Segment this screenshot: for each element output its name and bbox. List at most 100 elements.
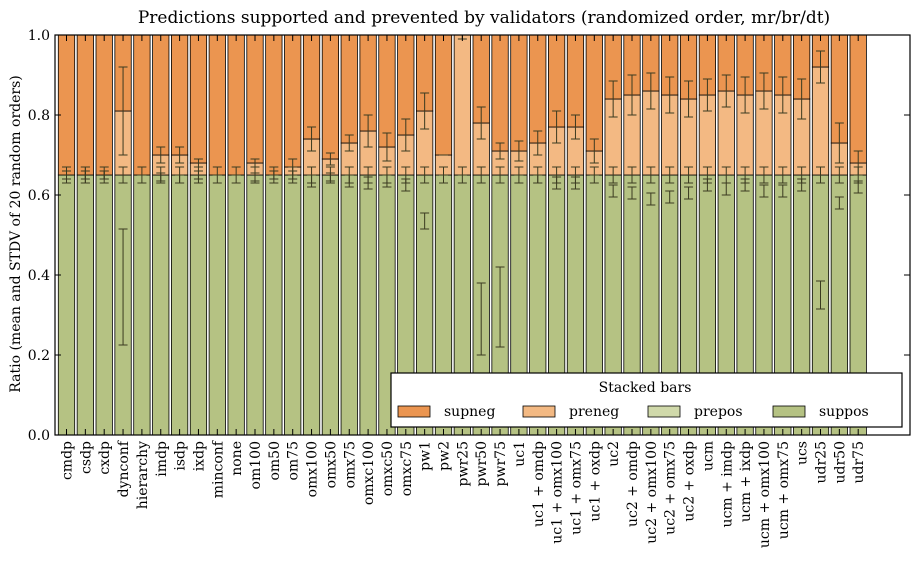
- x-tick-label: dynconf: [116, 439, 132, 497]
- error-bar-prepos: [363, 166, 373, 184]
- error-bar-preneg: [514, 140, 524, 162]
- legend-box: [390, 372, 903, 428]
- error-bar-preneg: [853, 150, 863, 176]
- x-tick-label: uc1 + oxdp: [587, 441, 603, 522]
- error-bars-layer: [62, 34, 863, 356]
- bar-segment-suppos: [284, 174, 302, 436]
- error-bar-prepos: [476, 166, 486, 184]
- x-tick-label: omx75: [342, 441, 358, 488]
- x-tick-label: ucm + omx75: [776, 441, 792, 539]
- legend-label: suppos: [819, 404, 869, 420]
- bar-segment-supneg: [566, 34, 585, 128]
- error-bar-preneg: [420, 92, 430, 130]
- y-tick-label: 0.0: [28, 428, 50, 444]
- x-tick-label: omx50: [323, 441, 339, 488]
- x-tick-label: ucm + imdp: [719, 441, 735, 527]
- error-bar-preneg: [721, 74, 731, 108]
- error-bar-preneg: [363, 114, 373, 148]
- error-bar-preneg: [325, 152, 335, 166]
- x-tick-label: cmdp: [60, 441, 76, 480]
- error-bar-prepos: [740, 166, 750, 184]
- error-bar-preneg: [156, 146, 166, 164]
- error-bar-prepos: [457, 166, 467, 184]
- error-bar-suppos: [627, 186, 637, 200]
- legend-swatch: [647, 405, 681, 418]
- bar-segment-supneg: [434, 34, 453, 156]
- x-tick-label: uc2 + omx75: [663, 441, 679, 535]
- x-tick-label: omx100: [305, 441, 321, 497]
- legend-title: Stacked bars: [599, 380, 692, 396]
- x-tick-label: om50: [267, 441, 283, 481]
- error-bar-prepos: [721, 166, 731, 184]
- x-tick-label: uc1: [512, 441, 528, 467]
- error-bar-suppos: [684, 186, 694, 200]
- error-bar-suppos: [420, 212, 430, 230]
- legend: Stacked bars supneg preneg prepos suppos: [390, 372, 903, 428]
- y-tick-label: 0.4: [28, 268, 50, 284]
- x-tick-label: pw1: [418, 441, 434, 471]
- error-bar-preneg: [307, 126, 317, 152]
- bar-segment-suppos: [302, 174, 321, 436]
- legend-item-supneg: supneg: [397, 404, 495, 420]
- error-bar-suppos: [816, 280, 825, 310]
- x-tick-label: csdp: [78, 441, 94, 474]
- error-bar-suppos: [759, 184, 769, 198]
- error-bar-preneg: [740, 76, 750, 114]
- bar-segment-suppos: [340, 174, 358, 436]
- error-bar-preneg: [834, 122, 844, 164]
- bar-segment-supneg: [491, 34, 509, 152]
- legend-label: preneg: [569, 404, 619, 420]
- x-tick-label: cxdp: [97, 441, 113, 475]
- bars-layer: [57, 34, 867, 436]
- bar-segment-supneg: [246, 34, 264, 164]
- legend-swatch: [522, 405, 556, 418]
- x-tick-label: pwr75: [493, 441, 509, 486]
- x-tick-label: udr50: [832, 441, 848, 484]
- error-bar-preneg: [401, 118, 411, 152]
- error-bar-prepos: [627, 166, 637, 184]
- x-tick-label: pw2: [437, 441, 453, 471]
- y-axis: 0.0 0.2 0.4 0.6 0.8 1.0: [28, 28, 910, 444]
- x-tick-label: isdp: [173, 441, 189, 471]
- error-bar-prepos: [608, 166, 618, 184]
- error-bar-prepos: [325, 166, 335, 184]
- bar-segment-preneg: [453, 34, 471, 176]
- x-tick-label: ucm + ixdp: [738, 441, 754, 522]
- error-bar-prepos: [684, 166, 694, 184]
- legend-item-suppos: suppos: [772, 404, 869, 420]
- bar-segment-supneg: [95, 34, 113, 176]
- error-bar-prepos: [702, 166, 712, 184]
- x-tick-label: ucm + omx100: [757, 441, 773, 548]
- x-tick-label: minconf: [210, 439, 226, 498]
- y-tick-label: 0.6: [28, 188, 50, 204]
- error-bar-suppos: [834, 196, 844, 210]
- error-bar-suppos: [646, 192, 656, 206]
- error-bar-prepos: [514, 166, 524, 184]
- error-bar-preneg: [608, 80, 618, 118]
- x-tick-label: om75: [286, 441, 302, 481]
- error-bar-preneg: [80, 166, 90, 184]
- error-bar-preneg: [552, 110, 562, 144]
- error-bar-prepos: [307, 166, 317, 184]
- error-bar-preneg: [476, 106, 486, 140]
- bar-segment-supneg: [170, 34, 189, 156]
- x-tick-label: pwr25: [455, 441, 471, 486]
- error-bar-prepos: [175, 166, 185, 184]
- bar-segment-suppos: [208, 174, 226, 436]
- error-bar-prepos: [156, 166, 166, 184]
- bar-segment-supneg: [189, 34, 208, 164]
- x-tick-label: imdp: [154, 441, 170, 477]
- error-bar-preneg: [533, 130, 543, 156]
- error-bar-suppos: [665, 190, 675, 204]
- x-tick-label: ixdp: [191, 441, 207, 471]
- chart-title: Predictions supported and prevented by v…: [138, 8, 830, 28]
- x-tick-label: uc1 + omx75: [568, 441, 584, 535]
- legend-swatch: [772, 405, 806, 418]
- error-bar-preneg: [684, 80, 694, 118]
- error-bar-preneg: [193, 158, 203, 168]
- bar-segment-supneg: [152, 34, 170, 156]
- bar-segment-suppos: [152, 174, 170, 436]
- bar-segment-supneg: [378, 34, 396, 148]
- error-bar-prepos: [570, 166, 580, 184]
- bar-segment-suppos: [170, 174, 189, 436]
